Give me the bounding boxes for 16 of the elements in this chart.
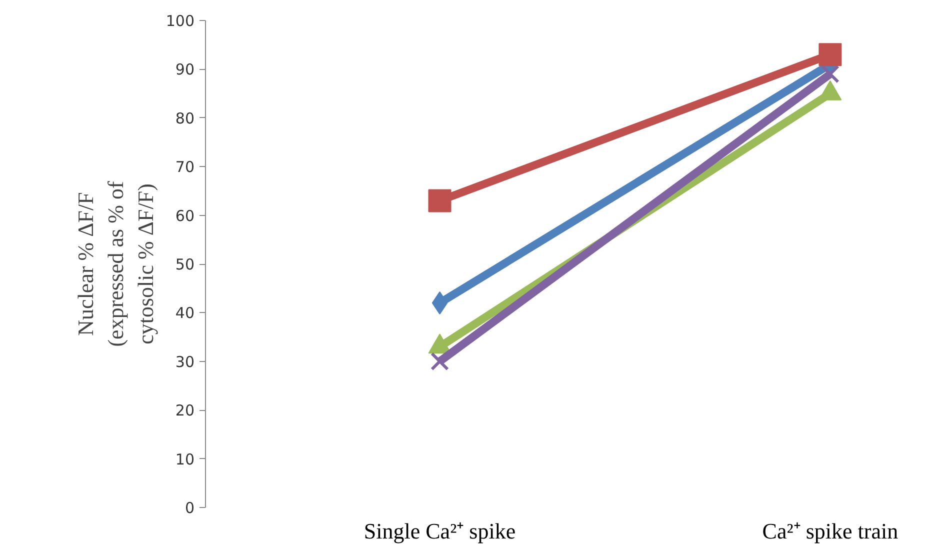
y-tick-label: 50 <box>175 256 195 274</box>
y-tick-label: 0 <box>184 499 195 517</box>
y-tick-label: 40 <box>175 304 195 322</box>
y-tick-label: 100 <box>166 12 195 30</box>
y-axis-title: Nuclear % ΔF/F (expressed as % of cytosolic % ΔF/F) <box>72 180 158 347</box>
point <box>428 189 452 212</box>
x-tick-label: Single Ca²⁺ spike <box>364 518 516 544</box>
y-tick-label: 30 <box>175 352 195 371</box>
y-tick-label: 20 <box>175 402 195 420</box>
y-tick-label: 70 <box>175 158 195 176</box>
y-tick-label: 10 <box>175 450 195 468</box>
point <box>430 352 450 371</box>
y-tick-label: 80 <box>175 109 195 128</box>
x-tick-label: Ca²⁺ spike train <box>762 518 898 544</box>
y-tick-label: 90 <box>175 60 195 79</box>
y-tick-label: 60 <box>175 206 195 225</box>
